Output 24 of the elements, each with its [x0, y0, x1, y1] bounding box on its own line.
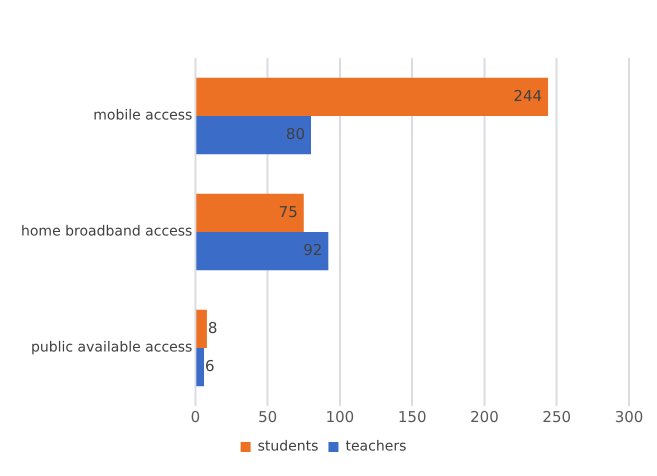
bar	[196, 194, 304, 232]
x-tick-label: 0	[190, 408, 200, 426]
x-tick-label: 300	[614, 408, 644, 426]
bar	[196, 348, 204, 386]
y-tick-label: mobile access	[93, 108, 192, 124]
bar	[196, 116, 311, 154]
bar	[196, 232, 328, 270]
legend-label: teachers	[345, 438, 406, 455]
x-tick-label: 150	[398, 408, 426, 426]
data-label: 6	[205, 357, 215, 376]
x-tick-label: 100	[326, 408, 354, 426]
data-label: 8	[208, 318, 218, 337]
y-tick-label: public available access	[30, 340, 192, 356]
data-label: 75	[278, 202, 298, 221]
bar	[196, 78, 548, 116]
legend-label: students	[258, 438, 318, 455]
data-label: 244	[513, 86, 542, 105]
x-tick-label: 200	[470, 408, 499, 426]
x-tick-label: 50	[258, 408, 278, 426]
data-label: 80	[286, 125, 305, 144]
y-tick-label: home broadband access	[20, 224, 192, 240]
x-tick-label: 250	[542, 408, 572, 426]
bar	[196, 310, 207, 348]
data-label: 92	[303, 241, 322, 260]
